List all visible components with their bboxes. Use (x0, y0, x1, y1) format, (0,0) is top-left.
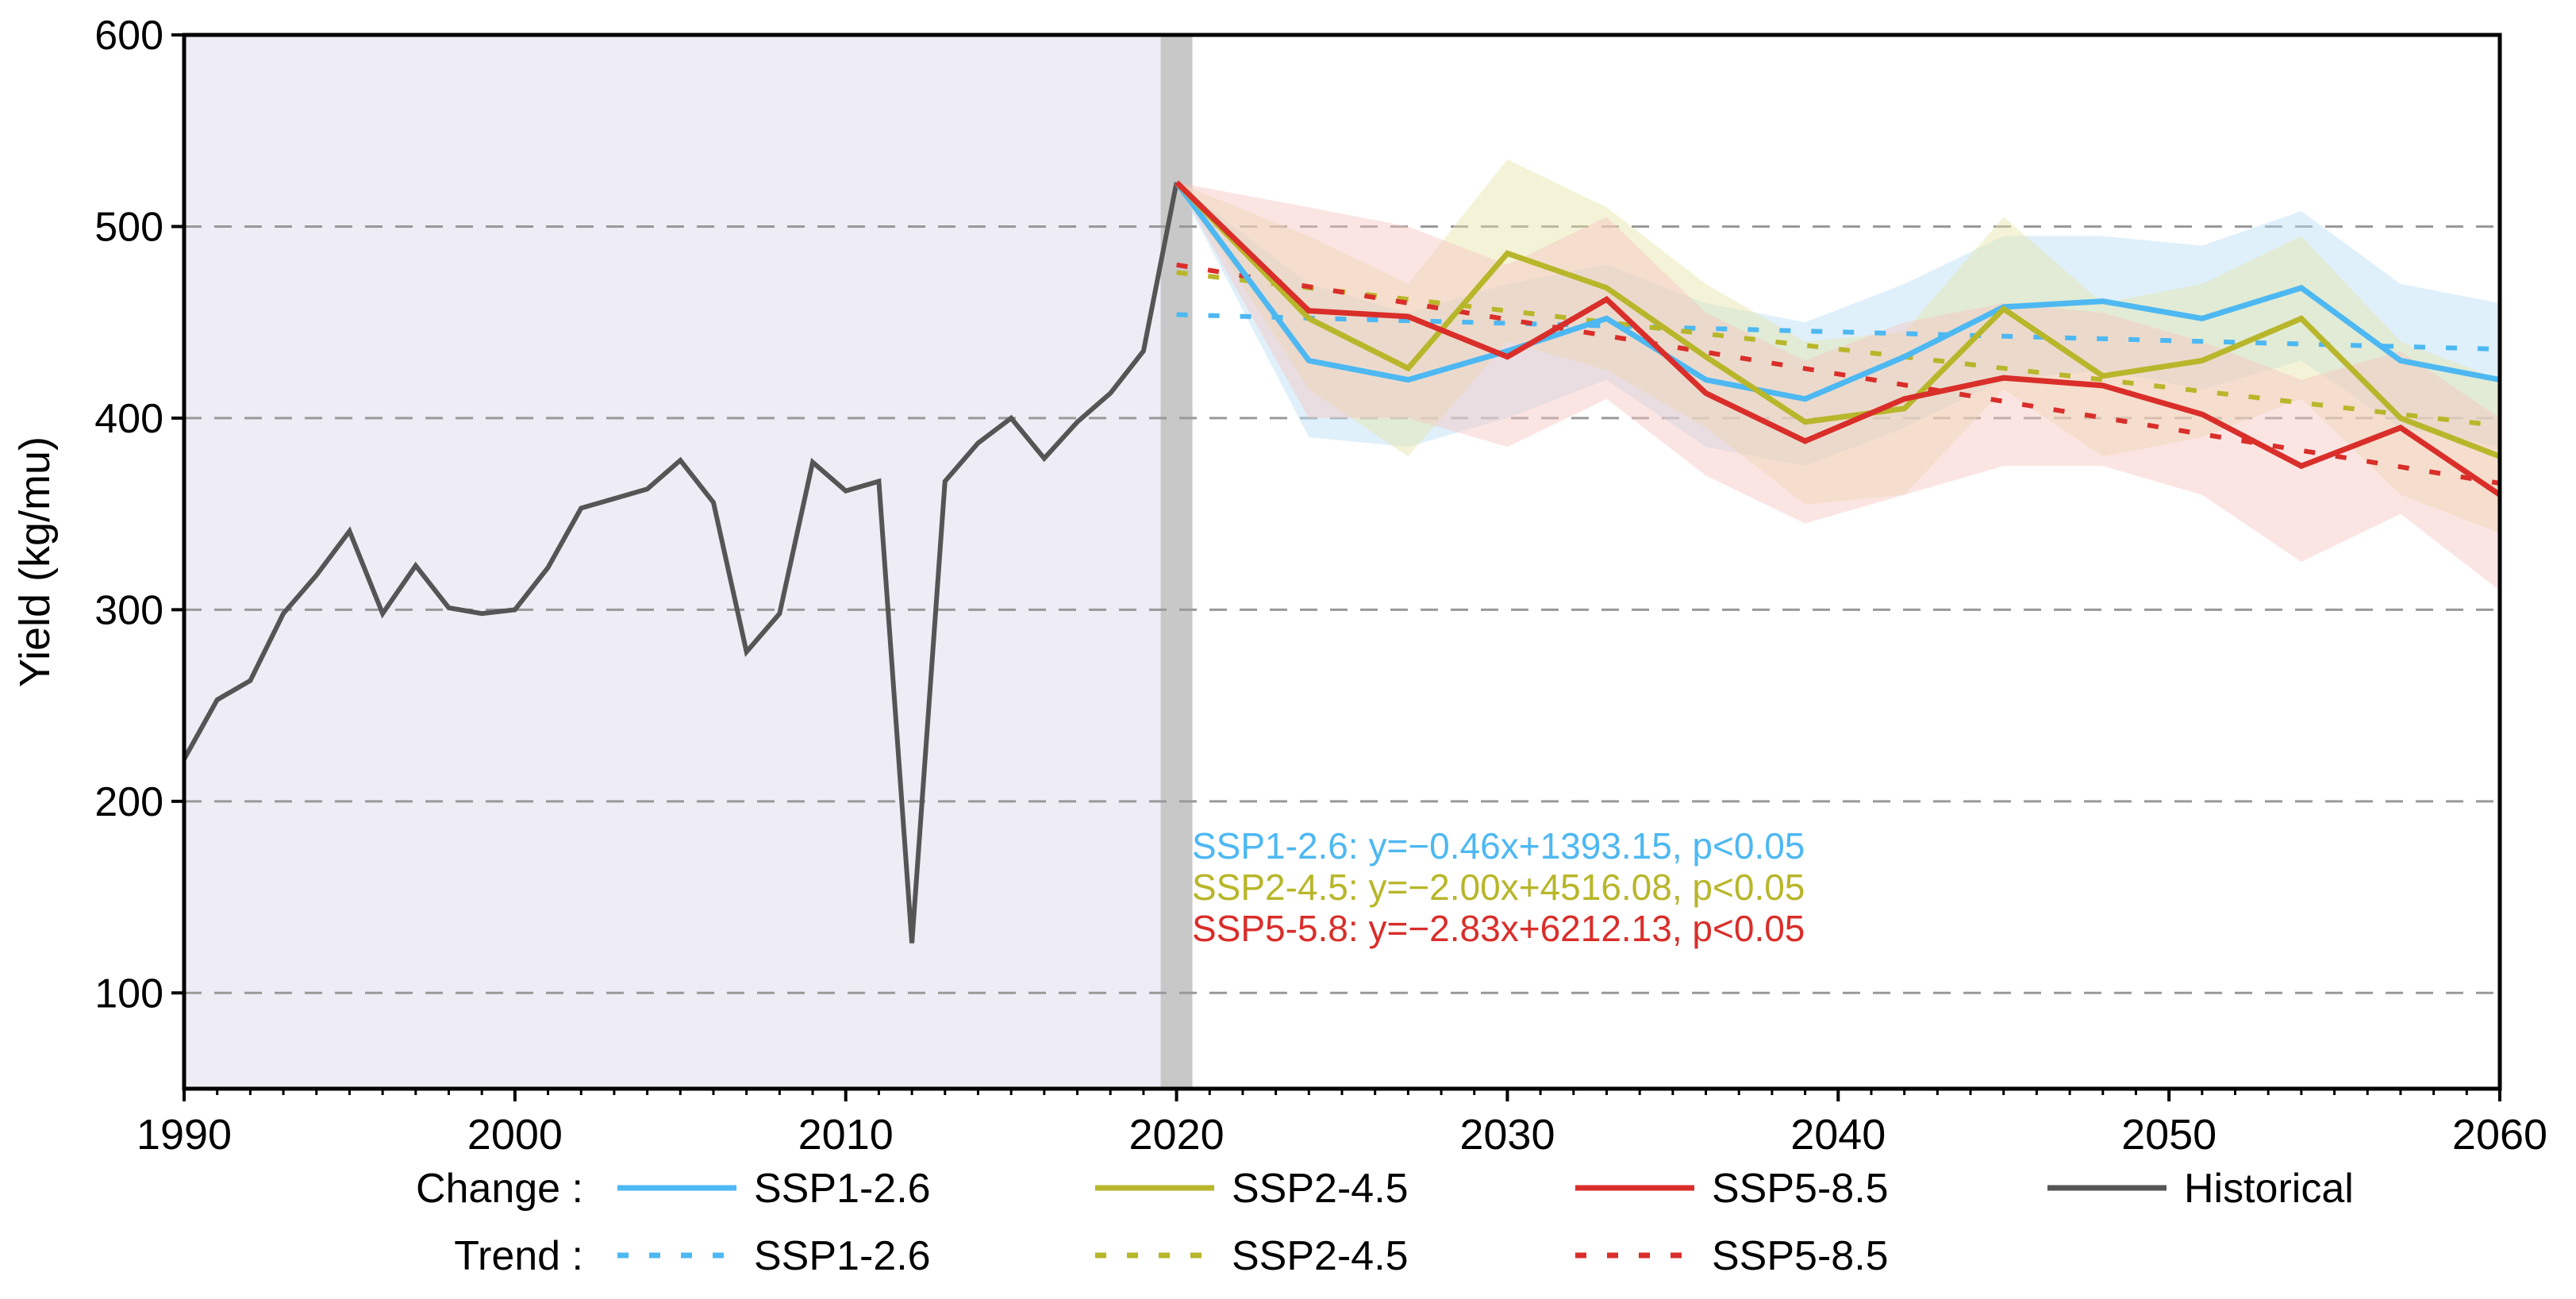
x-tick-label-2010: 2010 (798, 1111, 894, 1159)
legend-text-historical: Historical (2184, 1166, 2354, 1212)
trend-line-ssp5-8-5 (1176, 262, 2501, 486)
annotation-3: SSP5-5.8: y=−2.83x+6212.13, p<0.05 (1192, 908, 1805, 949)
y-axis-title: Yield (kg/mu) (11, 436, 59, 687)
legend-text-ssp1-2-6: SSP1-2.6 (754, 1233, 931, 1279)
x-tick-label-2040: 2040 (1790, 1111, 1886, 1159)
band-ssp1-2-6 (1176, 182, 2500, 467)
y-tick-label-300: 300 (94, 587, 163, 633)
legend-row-label-trend: Trend : (454, 1233, 583, 1279)
plot-background (184, 35, 1193, 1089)
legend-text-ssp5-8-5: SSP5-8.5 (1712, 1233, 1889, 1279)
annotation-1: SSP1-2.6: y=−0.46x+1393.15, p<0.05 (1192, 825, 1805, 867)
legend-text-ssp2-4-5: SSP2-4.5 (1232, 1233, 1409, 1279)
historical-shade (184, 35, 1177, 1089)
divider-2020 (1160, 35, 1193, 1089)
x-tick-label-2030: 2030 (1459, 1111, 1555, 1159)
series-line-ssp5-8-5 (1175, 180, 2501, 498)
y-tick-label-500: 500 (94, 204, 163, 250)
series-line-ssp1-2-6 (1174, 180, 2501, 402)
series-line-historical (182, 182, 1179, 944)
regression-annotations: SSP1-2.6: y=−0.46x+1393.15, p<0.05SSP2-4… (1192, 825, 1805, 949)
y-tick-label-600: 600 (94, 13, 163, 59)
trend-lines (1176, 262, 2501, 486)
legend-text-ssp2-4-5: SSP2-4.5 (1232, 1166, 1409, 1212)
x-tick-label-2020: 2020 (1129, 1111, 1225, 1159)
y-tick-label-100: 100 (94, 970, 163, 1017)
legend: Change : SSP1-2.6 SSP2-4.5 SSP5-8.5 Historic… (416, 1166, 2354, 1279)
x-tick-label-2000: 2000 (467, 1111, 563, 1159)
tick-labels: 100 200 300 400 500 600 1990 2000 2010 2020 2030 20… (11, 13, 2547, 1159)
x-tick-label-2050: 2050 (2121, 1111, 2217, 1159)
legend-row-label-change: Change : (416, 1166, 583, 1212)
annotation-2: SSP2-4.5: y=−2.00x+4516.08, p<0.05 (1192, 867, 1805, 908)
axes (171, 33, 2502, 1101)
legend-text-ssp1-2-6: SSP1-2.6 (754, 1166, 931, 1212)
x-tick-label-2060: 2060 (2452, 1111, 2547, 1159)
y-tick-label-400: 400 (94, 396, 163, 442)
series-line-ssp2-4-5 (1175, 180, 2501, 459)
y-tick-label-200: 200 (94, 779, 163, 825)
gridlines (184, 225, 2500, 994)
legend-text-ssp5-8-5: SSP5-8.5 (1712, 1166, 1889, 1212)
data-lines (182, 180, 2501, 944)
x-tick-label-1990: 1990 (136, 1111, 232, 1159)
